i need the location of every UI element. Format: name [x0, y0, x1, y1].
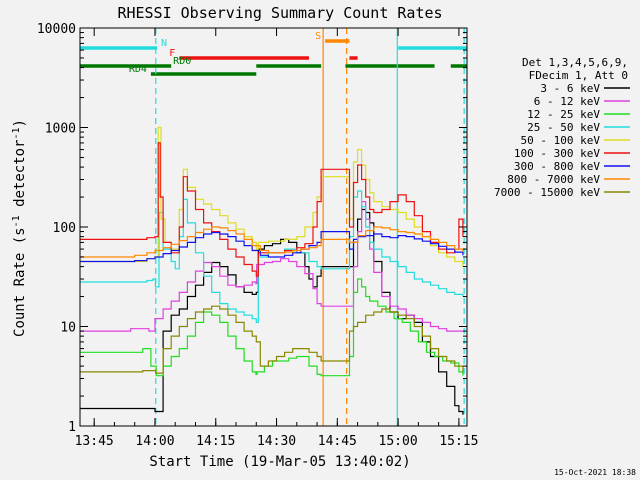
series-800-7000-kev [80, 226, 464, 258]
y-tick-label-1: 1 [68, 420, 76, 435]
legend-header-0: Det 1,3,4,5,6,9, [522, 56, 628, 69]
series-lines [80, 126, 464, 415]
legend-label-6-12-kev: 6 - 12 keV [534, 95, 601, 108]
series-300-800-kev [80, 231, 464, 263]
x-tick-label-15-00: 15:00 [379, 434, 418, 449]
marker-lines [155, 28, 465, 426]
y-axis-label-sup: -1 [11, 215, 22, 227]
legend-label-800-7000-kev: 800 - 7000 keV [507, 173, 600, 186]
x-tick-label-14-30: 14:30 [257, 434, 296, 449]
chart-title: RHESSI Observing Summary Count Rates [117, 4, 442, 22]
y-axis: 1 10 100 1000 10000 [37, 22, 467, 435]
y-axis-label-main: Count Rate (s [12, 227, 28, 337]
legend-label-12-25-kev: 12 - 25 keV [527, 108, 600, 121]
y-axis-label-mid: detector [12, 140, 28, 216]
x-tick-label-14-00: 14:00 [135, 434, 174, 449]
y-tick-label-10: 10 [60, 321, 76, 336]
flag-label-n: N [161, 38, 167, 49]
series-6-12-kev [80, 201, 463, 332]
legend-label-300-800-kev: 300 - 800 keV [514, 160, 600, 173]
x-axis: 13:45 14:00 14:15 14:30 14:45 15:00 15:15 [75, 28, 478, 449]
y-tick-label-10000: 10000 [37, 22, 76, 37]
legend-label-7000-15000-kev: 7000 - 15000 keV [494, 186, 600, 199]
flag-label-f: F [169, 48, 175, 59]
x-tick-label-13-45: 13:45 [75, 434, 114, 449]
x-tick-label-15-15: 15:15 [439, 434, 478, 449]
x-axis-label: Start Time (19-Mar-05 13:40:02) [149, 454, 410, 470]
x-tick-label-14-45: 14:45 [318, 434, 357, 449]
y-axis-label-end: ) [12, 119, 28, 127]
legend-label-50-100-kev: 50 - 100 keV [521, 134, 601, 147]
series-50-100-kev [80, 126, 464, 267]
flag-label-s: S [315, 31, 321, 42]
flag-label-rd0: RD0 [173, 56, 191, 67]
series-12-25-kev [80, 278, 464, 377]
x-tick-label-14-15: 14:15 [196, 434, 235, 449]
legend-label-3-6-kev: 3 - 6 keV [540, 82, 600, 95]
y-tick-label-1000: 1000 [45, 122, 76, 137]
y-axis-label: Count Rate (s-1 detector-1) [11, 119, 28, 337]
legend-header-1: FDecim 1, Att 0 [529, 69, 628, 82]
legend-label-25-50-kev: 25 - 50 keV [527, 121, 600, 134]
y-axis-label-sup2: -1 [11, 127, 22, 139]
footer-timestamp: 15-Oct-2021 18:38 [554, 468, 636, 477]
legend: Det 1,3,4,5,6,9,FDecim 1, Att 03 - 6 keV… [494, 56, 630, 199]
flag-label-rd4: RD4 [129, 64, 147, 75]
series-7000-15000-kev [80, 305, 464, 374]
legend-label-100-300-kev: 100 - 300 keV [514, 147, 600, 160]
y-tick-label-100: 100 [53, 221, 76, 236]
series-100-300-kev [80, 142, 464, 277]
flag-bars: NF S RD0 RD4 [80, 31, 467, 76]
